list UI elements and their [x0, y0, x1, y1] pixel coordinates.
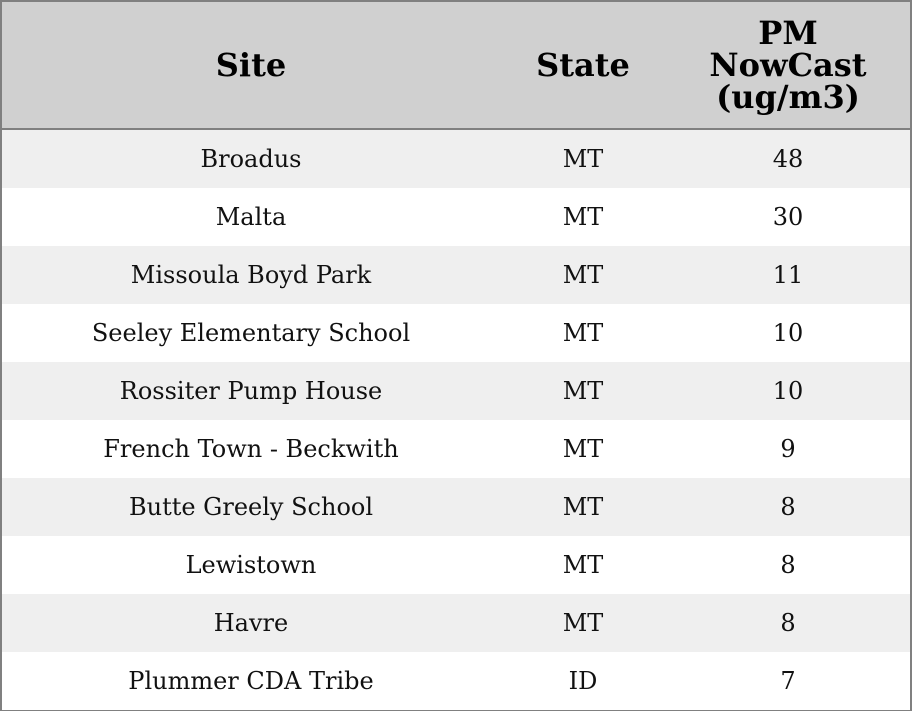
- table-cell: 48: [666, 129, 910, 188]
- table-row: Seeley Elementary School MT 10: [2, 304, 910, 362]
- table-cell: MT: [500, 594, 666, 652]
- table-cell: 10: [666, 362, 910, 420]
- column-header-text: State: [536, 46, 630, 84]
- table-cell: 11: [666, 246, 910, 304]
- table-row: Plummer CDA Tribe ID 7: [2, 652, 910, 710]
- table-cell: Lewistown: [2, 536, 500, 594]
- column-header-text: Site: [215, 46, 287, 84]
- table-body: Broadus MT 48 Malta MT 30 Missoula Boyd Park MT…: [2, 129, 910, 710]
- column-header-text: PM NowCast (ug/m3): [709, 14, 867, 116]
- column-header: State: [500, 2, 666, 130]
- table-row: Havre MT 8: [2, 594, 910, 652]
- table-cell: MT: [500, 188, 666, 246]
- table-cell: MT: [500, 129, 666, 188]
- table-cell: Broadus: [2, 129, 500, 188]
- table-cell: MT: [500, 246, 666, 304]
- table-cell: MT: [500, 478, 666, 536]
- table-cell: 10: [666, 304, 910, 362]
- table-row: Missoula Boyd Park MT 11: [2, 246, 910, 304]
- table-row: Butte Greely School MT 8: [2, 478, 910, 536]
- table-cell: Missoula Boyd Park: [2, 246, 500, 304]
- table-cell: 7: [666, 652, 910, 710]
- table-cell: MT: [500, 536, 666, 594]
- table-cell: 9: [666, 420, 910, 478]
- table-cell: French Town - Beckwith: [2, 420, 500, 478]
- table-cell: 8: [666, 594, 910, 652]
- column-header: PM NowCast (ug/m3): [666, 2, 910, 130]
- table-cell: ID: [500, 652, 666, 710]
- table-row: Lewistown MT 8: [2, 536, 910, 594]
- table-cell: Plummer CDA Tribe: [2, 652, 500, 710]
- table-cell: 8: [666, 536, 910, 594]
- table-cell: Rossiter Pump House: [2, 362, 500, 420]
- table-cell: 8: [666, 478, 910, 536]
- table-cell: Havre: [2, 594, 500, 652]
- table-cell: Butte Greely School: [2, 478, 500, 536]
- table-row: Broadus MT 48: [2, 129, 910, 188]
- table-cell: Malta: [2, 188, 500, 246]
- table-cell: MT: [500, 362, 666, 420]
- table-row: Malta MT 30: [2, 188, 910, 246]
- table-cell: 30: [666, 188, 910, 246]
- table-row: French Town - Beckwith MT 9: [2, 420, 910, 478]
- table-cell: MT: [500, 304, 666, 362]
- table-cell: MT: [500, 420, 666, 478]
- column-header: Site: [2, 2, 500, 130]
- header-row: Site State PM NowCast (ug/m3): [2, 2, 910, 130]
- table-cell: Seeley Elementary School: [2, 304, 500, 362]
- table-row: Rossiter Pump House MT 10: [2, 362, 910, 420]
